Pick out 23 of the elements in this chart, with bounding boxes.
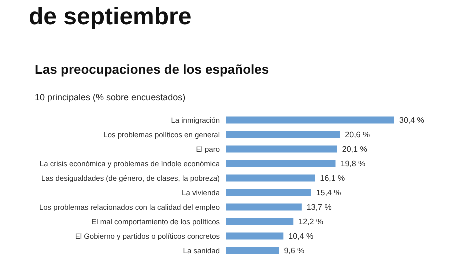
bar	[226, 189, 312, 196]
data-label: 10,4 %	[288, 232, 314, 241]
data-label: 20,1 %	[342, 144, 368, 154]
text: 10 principales (% sobre encuestados)	[35, 92, 186, 102]
bar	[226, 146, 338, 153]
bar	[226, 160, 336, 168]
data-label: 30,4 %	[400, 116, 424, 125]
chart-subtitle: Las preocupaciones de los españoles	[35, 62, 270, 77]
bar	[226, 247, 280, 254]
data-label: 20,6 %	[345, 130, 370, 140]
data-label: 13,7 %	[306, 202, 332, 212]
data-label: 16,1 %	[320, 174, 346, 183]
bar	[226, 174, 316, 182]
bar	[226, 232, 284, 240]
chart-title: de septiembre	[29, 4, 192, 30]
bar	[226, 204, 302, 211]
bar	[226, 218, 294, 226]
data-label: 15,4 %	[316, 188, 342, 198]
data-label: 19,8 %	[340, 159, 366, 168]
bar	[226, 131, 340, 138]
data-label: 9,6 %	[284, 246, 305, 256]
bar	[226, 116, 395, 124]
data-label: 12,2 %	[298, 217, 324, 226]
